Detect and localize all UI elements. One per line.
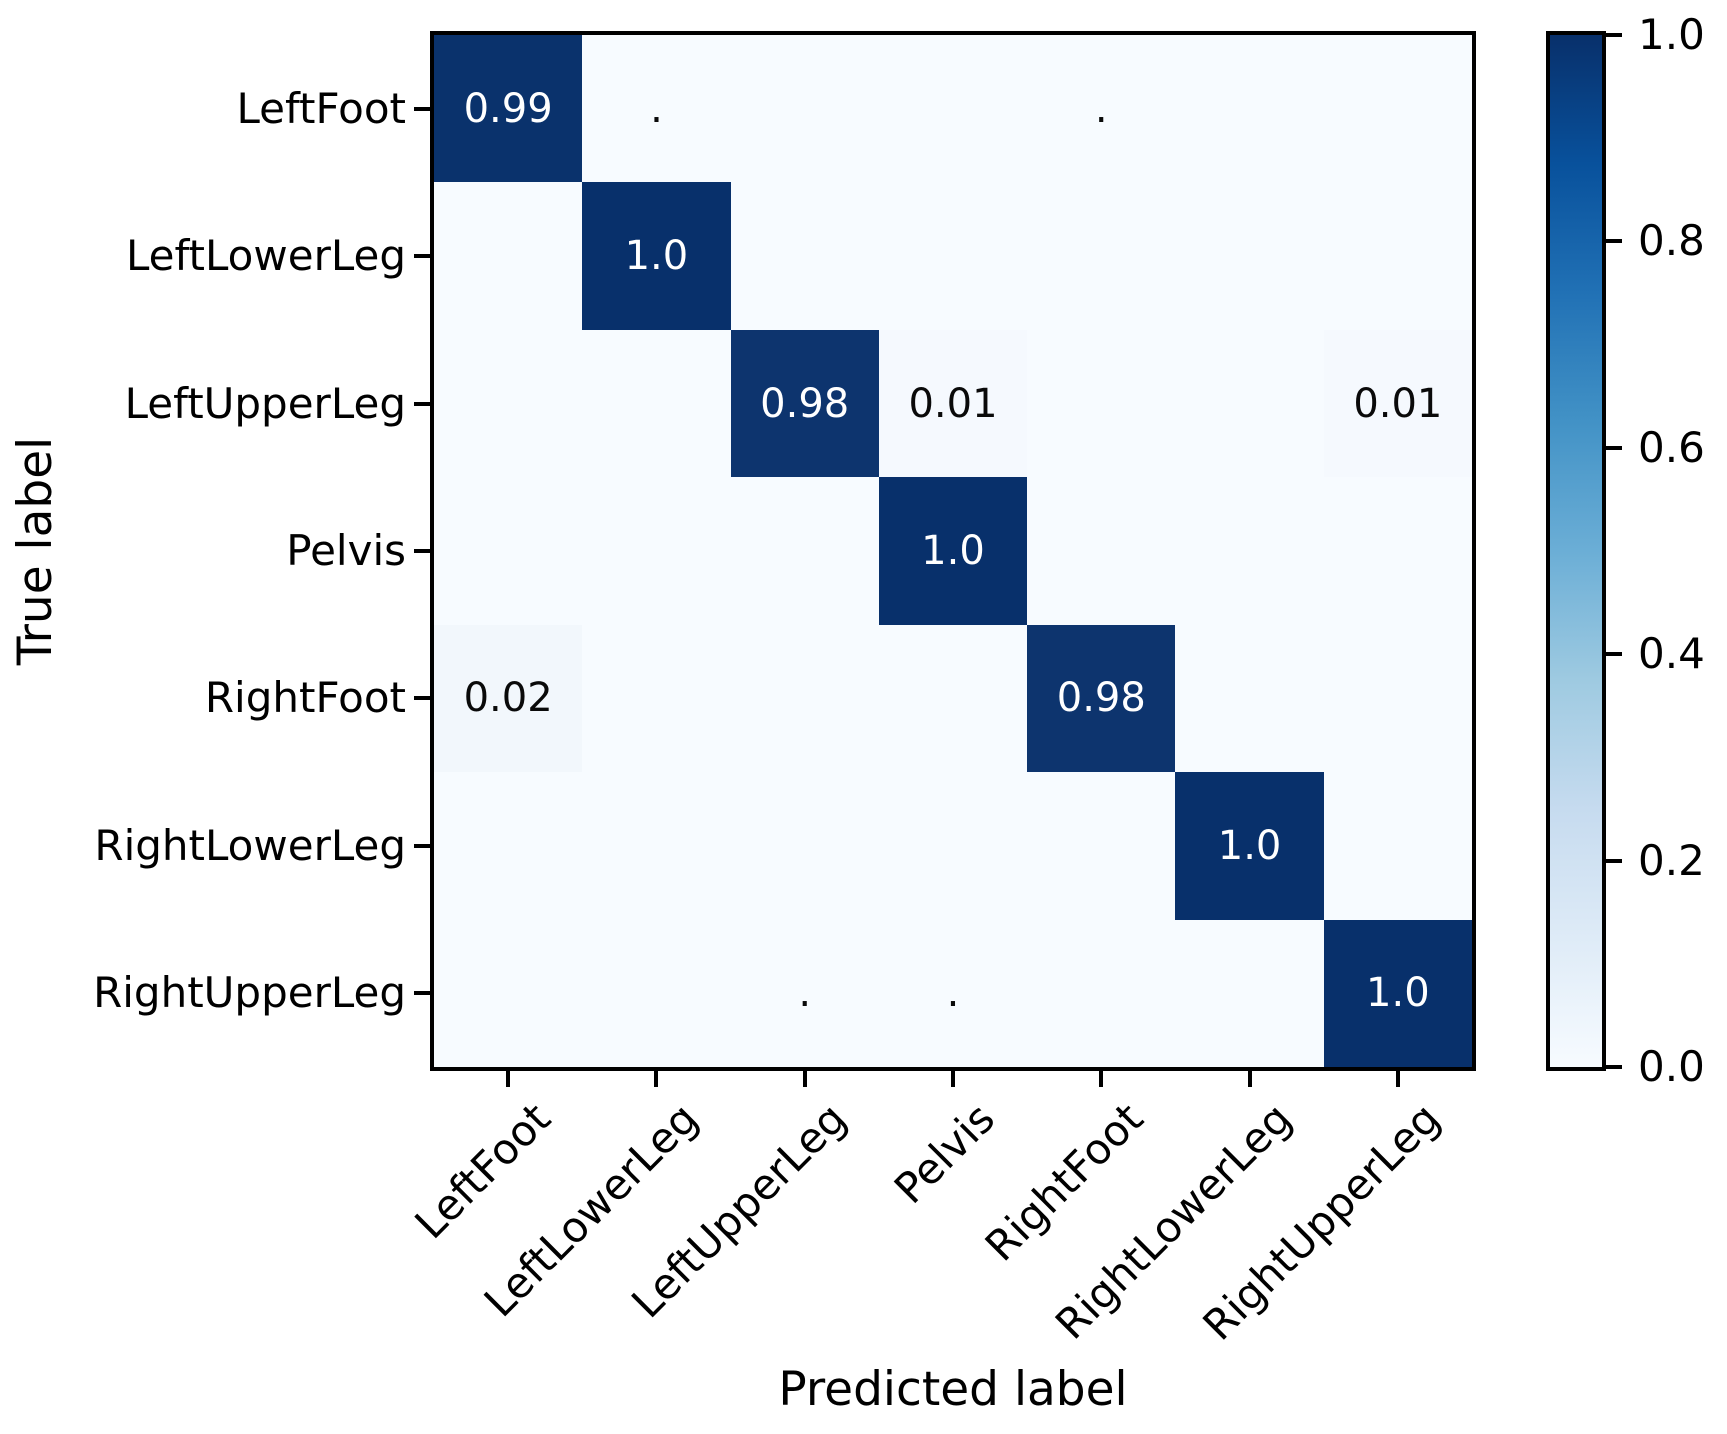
colorbar-tick-label: 0.8 [1638, 216, 1705, 266]
x-tick-label: Pelvis [885, 1093, 1005, 1214]
matrix-cell [878, 35, 1028, 183]
y-tick [414, 401, 430, 406]
x-tick [1099, 1071, 1104, 1087]
matrix-cell [582, 329, 731, 478]
matrix-cell: . [878, 919, 1028, 1067]
y-tick [414, 254, 430, 259]
matrix-cell [434, 477, 583, 625]
x-tick [1395, 1071, 1400, 1087]
y-tick [414, 991, 430, 996]
matrix-cell [1175, 477, 1324, 625]
y-tick [414, 106, 430, 111]
colorbar-tick [1606, 858, 1622, 863]
matrix-cell [1027, 772, 1176, 920]
matrix-cell: 0.98 [1027, 624, 1176, 773]
matrix-cell [1323, 772, 1472, 920]
matrix-cell [1027, 919, 1176, 1067]
matrix-cell: 1.0 [1175, 772, 1324, 920]
colorbar-tick-label: 0.6 [1638, 422, 1705, 472]
x-axis-title: Predicted label [778, 1362, 1128, 1417]
colorbar-tick [1606, 239, 1622, 244]
y-tick-label: RightUpperLeg [93, 968, 406, 1018]
matrix-cell: 1.0 [582, 182, 731, 330]
matrix-cell [582, 624, 731, 773]
matrix-cell [878, 182, 1028, 330]
matrix-cell [730, 182, 879, 330]
matrix-cell [434, 919, 583, 1067]
matrix-cell [582, 477, 731, 625]
matrix-cell [1175, 329, 1324, 478]
y-axis-title: True label [8, 436, 63, 666]
colorbar-tick-label: 0.4 [1638, 629, 1705, 679]
matrix-cell [878, 772, 1028, 920]
matrix-cell [1175, 624, 1324, 773]
colorbar-tick [1606, 652, 1622, 657]
x-tick [802, 1071, 807, 1087]
matrix-cell: 0.01 [1323, 329, 1472, 478]
matrix-cell: 1.0 [1323, 919, 1472, 1067]
colorbar-tick-label: 0.0 [1638, 1042, 1705, 1091]
y-tick-label: LeftLowerLeg [126, 231, 406, 281]
matrix-cell: . [582, 35, 731, 183]
matrix-cell [434, 329, 583, 478]
y-tick [414, 549, 430, 553]
matrix-cell [730, 772, 879, 920]
matrix-cell [1027, 182, 1176, 330]
x-tick [654, 1071, 659, 1087]
x-tick [506, 1071, 511, 1087]
matrix-cell [878, 624, 1028, 773]
colorbar-tick-label: 1.0 [1638, 10, 1705, 59]
heatmap-grid: 0.99.. 1.0 0.98 0.01 0.01 1.0 0.02 0.98 1.0.. 1.0 [430, 31, 1476, 1071]
matrix-cell: . [1027, 35, 1176, 183]
matrix-cell: . [730, 919, 879, 1067]
colorbar-tick [1606, 1065, 1622, 1069]
y-tick-label: LeftUpperLeg [124, 378, 406, 428]
x-tick [1247, 1071, 1252, 1087]
matrix-cell [1027, 477, 1176, 625]
colorbar-tick [1606, 33, 1622, 37]
matrix-cell [1323, 182, 1472, 330]
y-tick-label: RightFoot [204, 673, 406, 723]
y-tick-label: Pelvis [286, 526, 406, 575]
matrix-cell [1323, 477, 1472, 625]
colorbar [1546, 31, 1606, 1071]
matrix-cell [1175, 919, 1324, 1067]
matrix-cell [1027, 329, 1176, 478]
colorbar-tick-label: 0.2 [1638, 835, 1705, 885]
matrix-cell: 1.0 [878, 477, 1028, 625]
matrix-cell: 0.99 [434, 35, 583, 183]
matrix-cell [1323, 624, 1472, 773]
matrix-cell [730, 477, 879, 625]
x-tick [951, 1071, 955, 1087]
y-tick-label: RightLowerLeg [94, 820, 406, 870]
matrix-cell [1175, 182, 1324, 330]
matrix-cell: 0.02 [434, 624, 583, 773]
matrix-cell [434, 772, 583, 920]
matrix-cell [1175, 35, 1324, 183]
matrix-cell [730, 35, 879, 183]
matrix-cell: 0.01 [878, 329, 1028, 478]
y-tick [414, 696, 430, 701]
matrix-cell [1323, 35, 1472, 183]
y-tick [414, 843, 430, 848]
matrix-cell: 0.98 [730, 329, 879, 478]
matrix-cell [582, 772, 731, 920]
matrix-cell [582, 919, 731, 1067]
y-tick-label: LeftFoot [236, 83, 406, 133]
matrix-cell [434, 182, 583, 330]
colorbar-tick [1606, 445, 1622, 450]
matrix-cell [730, 624, 879, 773]
